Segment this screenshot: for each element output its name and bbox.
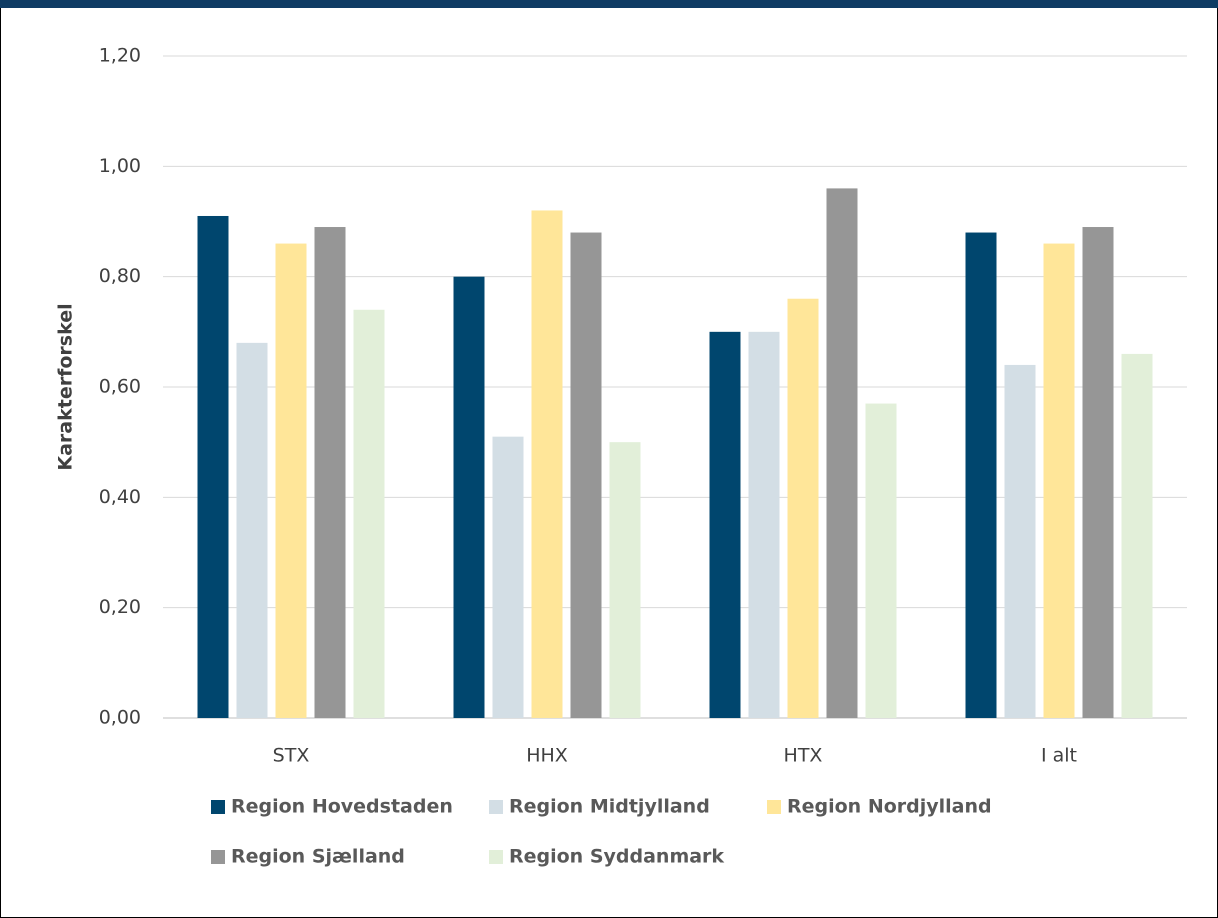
bar [492,436,524,718]
legend-label: Region Hovedstaden [231,796,453,818]
bar [1004,364,1036,718]
bar [709,331,741,718]
y-tick-label: 1,20 [99,45,141,67]
y-tick-label: 0,00 [99,707,141,729]
x-tick-label: HTX [784,745,823,767]
header-band [0,0,1218,8]
legend-swatch [211,850,225,864]
bar [314,227,346,718]
y-tick-label: 0,20 [99,596,141,618]
y-axis-title: Karakterforskel [55,303,77,470]
legend-label: Region Sjælland [231,846,405,868]
bar [236,342,268,718]
bar [275,243,307,719]
legend-label: Region Midtjylland [509,796,710,818]
bar [826,188,858,718]
legend-swatch [767,800,781,814]
legend-swatch [211,800,225,814]
bar [570,232,602,719]
bar [197,215,229,718]
bar [453,276,485,718]
bar [531,210,563,718]
bar [1082,227,1114,718]
bar [609,442,641,718]
bar [353,309,385,718]
x-tick-label: STX [273,745,310,767]
bar [748,331,780,718]
y-tick-label: 0,40 [99,486,141,508]
bar [1043,243,1075,719]
y-tick-label: 0,60 [99,376,141,398]
bar [965,232,997,719]
x-tick-label: I alt [1041,745,1077,767]
legend-label: Region Nordjylland [787,796,992,818]
y-tick-label: 0,80 [99,265,141,287]
x-tick-label: HHX [526,745,568,767]
legend-swatch [489,850,503,864]
bar [787,298,819,718]
bar [865,403,897,718]
bar [1121,353,1153,718]
y-tick-label: 1,00 [99,155,141,177]
legend-label: Region Syddanmark [509,846,724,868]
legend-swatch [489,800,503,814]
